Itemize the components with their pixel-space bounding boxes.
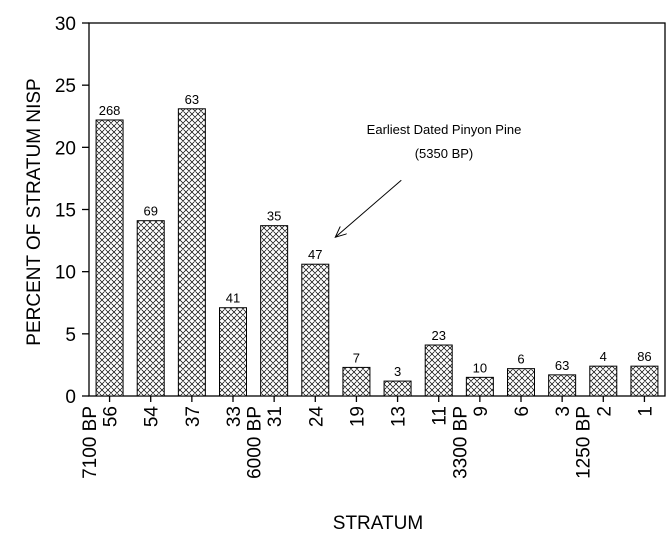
x-tick-label: 13 (389, 406, 410, 427)
y-tick-label: 10 (55, 263, 76, 284)
annotation-arrow (335, 179, 402, 237)
bar (465, 376, 494, 397)
date-label: 7100 BP (80, 406, 101, 479)
bar (424, 344, 453, 397)
bar-value-label: 268 (99, 103, 121, 118)
annotation-line-2: (5350 BP) (415, 146, 474, 161)
bar-value-label: 86 (637, 349, 651, 364)
x-tick-label: 1 (635, 406, 656, 417)
plot-frame (88, 22, 666, 397)
y-tick-label: 20 (55, 138, 76, 159)
x-tick-label: 9 (471, 406, 492, 417)
bar-value-label: 69 (143, 204, 157, 219)
bar (260, 225, 289, 397)
bar (177, 108, 206, 397)
bar (589, 365, 618, 397)
y-tick-label: 0 (65, 387, 76, 408)
bar-value-label: 6 (517, 352, 524, 367)
bar-value-label: 10 (473, 360, 487, 375)
bar-value-label: 35 (267, 209, 281, 224)
bar (383, 380, 412, 397)
y-tick-label: 5 (65, 325, 76, 346)
bar-value-label: 63 (555, 358, 569, 373)
bar (301, 263, 330, 397)
bar (342, 366, 371, 397)
x-tick-label: 11 (430, 406, 451, 426)
date-label: 1250 BP (574, 406, 595, 479)
date-label: 6000 BP (245, 406, 266, 479)
x-tick-label: 37 (183, 406, 204, 427)
x-tick-label: 19 (347, 406, 368, 427)
x-tick-label: 33 (224, 406, 245, 427)
bar-value-label: 41 (226, 291, 240, 306)
bar-value-label: 3 (394, 364, 401, 379)
bar (136, 220, 165, 397)
bar-value-label: 23 (431, 328, 445, 343)
y-tick-label: 25 (55, 76, 76, 97)
bar-value-label: 63 (185, 92, 199, 107)
x-tick-label: 3 (553, 406, 574, 417)
annotation-line-1: Earliest Dated Pinyon Pine (367, 122, 522, 137)
y-tick-label: 30 (55, 14, 76, 35)
x-tick-label: 54 (142, 406, 163, 428)
x-tick-label: 2 (594, 406, 615, 417)
bar (548, 374, 577, 397)
bar-value-label: 47 (308, 247, 322, 262)
bar (219, 307, 247, 397)
x-tick-label: 6 (512, 406, 533, 417)
x-tick-label: 31 (265, 406, 286, 427)
bar (95, 119, 124, 397)
y-tick-label: 15 (55, 201, 76, 222)
x-tick-label: 56 (101, 406, 122, 427)
x-tick-label: 24 (306, 406, 327, 428)
bar (507, 368, 535, 397)
bar-value-label: 4 (600, 349, 607, 364)
x-axis-title: STRATUM (333, 513, 423, 532)
bar-value-label: 7 (353, 350, 360, 365)
y-axis-title: PERCENT OF STRATUM NISP (24, 78, 45, 345)
date-label: 3300 BP (450, 406, 471, 479)
bar (630, 365, 659, 397)
